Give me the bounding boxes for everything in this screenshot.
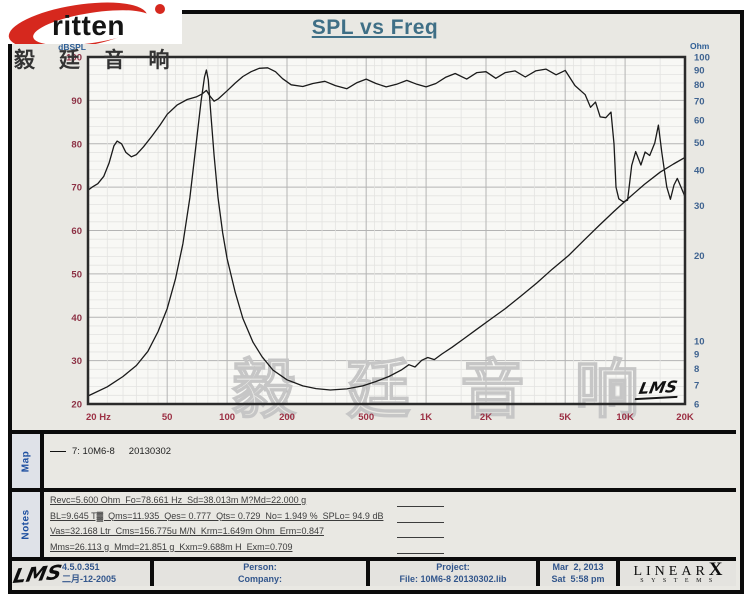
brand-swoosh-icon	[8, 2, 165, 50]
company-label: Company:	[237, 573, 282, 584]
note-line-4: Mms=26.113 g Mmd=21.851 g Kxm=9.688m H E…	[50, 541, 293, 552]
divider	[40, 434, 44, 488]
time-text: Sat 5:58 pm	[551, 573, 605, 584]
note-underline-field	[397, 495, 444, 507]
plot-frame	[86, 55, 687, 406]
right-axis-tick-label: 9	[694, 349, 699, 360]
legend-curve-id: 7: 10M6-8	[72, 446, 115, 457]
date-text: Mar 2, 2013	[552, 562, 604, 572]
right-axis-tick-label: 100	[694, 53, 710, 64]
freq-axis-tick-label: 2K	[480, 412, 492, 423]
freq-axis-tick-label: 50	[162, 412, 173, 423]
right-axis-tick-label: 90	[694, 65, 705, 76]
brand-logo: ritten	[0, 0, 182, 50]
version-number: 4.5.0.351	[62, 562, 100, 572]
divider	[150, 561, 154, 586]
right-axis-tick-label: 30	[694, 201, 705, 212]
freq-axis-tick-label: 100	[219, 412, 235, 423]
note-underline-field	[397, 511, 444, 523]
note-underline-field	[397, 542, 444, 554]
right-axis-tick-label: 80	[694, 80, 705, 91]
file-label: File: 10M6-8 20130302.lib	[399, 573, 507, 584]
linearx-logo: LINEARX SYSTEMS	[633, 558, 723, 584]
legend-line-sample	[50, 450, 66, 452]
lms-logo: LMS	[11, 559, 65, 588]
left-axis-tick-label: 90	[71, 96, 82, 107]
left-axis-tick-label: 40	[71, 313, 82, 324]
project-label: Project:	[436, 562, 470, 572]
person-label: Person:	[243, 562, 277, 572]
page-title: SPL vs Freq	[311, 16, 439, 39]
lms-plot-signature: LMS	[634, 376, 682, 401]
datetime-cell: Mar 2, 2013 Sat 5:58 pm	[540, 561, 616, 586]
note-line-2: BL=9.645 T▓ Qms=11.935 Qes= 0.777 Qts= 0…	[50, 510, 384, 521]
impedance-curve	[87, 69, 686, 397]
legend-curve-date: 20130302	[128, 446, 172, 457]
freq-axis-tick-label: 200	[279, 412, 295, 423]
right-axis-tick-label: 70	[694, 96, 705, 107]
note-line-3: Vas=32.168 Ltr Cms=156.775u M/N Krm=1.64…	[50, 526, 324, 536]
brand-dot-icon	[155, 4, 165, 14]
right-axis-tick-label: 7	[694, 380, 699, 391]
project-file-cell: Project: File: 10M6-8 20130302.lib	[370, 561, 536, 586]
note-line-1: Revc=5.600 Ohm Fo=78.661 Hz Sd=38.013m M…	[50, 495, 307, 505]
version-date: 二月-12-2005	[62, 573, 117, 584]
spl-curve	[87, 67, 686, 203]
freq-axis-tick-label: 20K	[676, 412, 694, 423]
right-axis-tick-label: 40	[694, 166, 705, 177]
divider	[12, 488, 736, 492]
map-row-label: Map	[12, 434, 40, 488]
left-axis-tick-label: 60	[71, 226, 82, 237]
right-axis-tick-label: 60	[694, 116, 705, 127]
right-axis-unit-label: Ohm	[690, 41, 710, 51]
watermark-text: 毅 廷 音 响	[232, 354, 653, 428]
right-axis-tick-label: 50	[694, 138, 705, 149]
divider	[12, 557, 736, 561]
divider	[12, 430, 736, 434]
linearx-x: X	[708, 558, 723, 580]
curve-legend: 7: 10M6-8 20130302	[50, 446, 171, 457]
left-axis-tick-label: 30	[71, 356, 82, 367]
left-axis-tick-label: 100	[66, 53, 82, 64]
freq-axis-tick-label: 1K	[420, 412, 432, 423]
notes-row-label: Notes	[12, 492, 40, 557]
version-block: 4.5.0.351 二月-12-2005	[62, 561, 150, 586]
freq-axis-tick-label: 20 Hz	[86, 412, 111, 423]
right-axis-tick-label: 6	[694, 400, 699, 411]
left-axis-tick-label: 50	[71, 269, 82, 280]
brand-name: ritten	[52, 10, 125, 41]
right-axis-tick-label: 8	[694, 364, 699, 375]
right-axis-tick-label: 10	[694, 336, 705, 347]
left-axis-tick-label: 80	[71, 139, 82, 150]
brand-cjk-text: 毅 廷 音 响	[14, 49, 179, 72]
freq-axis-tick-label: 500	[358, 412, 374, 423]
divider	[366, 561, 370, 586]
person-company-cell: Person: Company:	[154, 561, 366, 586]
linearx-systems: SYSTEMS	[640, 577, 720, 584]
status-bar	[12, 561, 736, 586]
left-axis-tick-label: 20	[71, 400, 82, 411]
left-axis-unit-label: dBSPL	[58, 42, 86, 52]
divider	[616, 561, 620, 586]
right-axis-tick-label: 20	[694, 251, 705, 262]
freq-axis-tick-label: 10K	[616, 412, 634, 423]
divider	[40, 492, 44, 557]
left-axis-tick-label: 70	[71, 183, 82, 194]
freq-axis-tick-label: 5K	[559, 412, 571, 423]
note-underline-field	[397, 526, 444, 538]
divider	[536, 561, 540, 586]
